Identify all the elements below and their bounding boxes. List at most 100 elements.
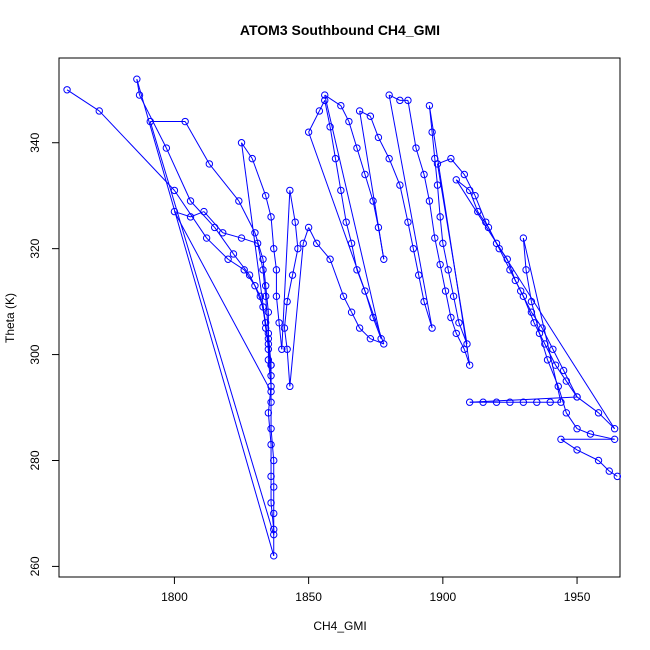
data-point — [479, 398, 487, 406]
series-segment — [251, 158, 267, 196]
data-point — [361, 287, 369, 295]
series-segment — [324, 100, 331, 127]
data-point — [146, 117, 154, 126]
data-point — [133, 75, 141, 83]
data-point — [471, 191, 479, 200]
data-point — [251, 282, 259, 290]
data-point — [610, 425, 619, 433]
series-segment — [458, 322, 468, 345]
data-point — [452, 176, 460, 184]
series-segment — [498, 248, 511, 271]
series-segment — [469, 396, 578, 403]
series-segment — [173, 211, 272, 392]
data-point — [516, 287, 525, 295]
data-point — [264, 308, 273, 316]
data-point — [573, 446, 581, 454]
data-point — [135, 91, 144, 99]
data-point — [444, 266, 452, 274]
data-point — [586, 430, 595, 438]
series-segment — [165, 147, 191, 202]
data-point — [420, 170, 428, 179]
series-segment — [525, 269, 532, 302]
data-point — [267, 472, 275, 481]
series-segment — [270, 216, 275, 249]
series-segment — [294, 222, 299, 249]
data-point — [404, 96, 412, 105]
data-point — [465, 186, 474, 195]
data-point — [557, 398, 565, 406]
series-segment — [149, 121, 275, 535]
data-point — [374, 223, 383, 232]
series-segment — [445, 290, 452, 318]
data-point — [353, 266, 361, 274]
data-point — [377, 334, 385, 343]
data-point — [366, 334, 375, 343]
data-point — [286, 186, 294, 195]
data-point — [337, 101, 345, 110]
data-point — [460, 170, 469, 179]
y-axis-label: Theta (K) — [3, 293, 17, 343]
series-segment — [412, 248, 420, 276]
series-segment — [286, 275, 294, 302]
series-segment — [428, 105, 433, 133]
data-point — [385, 154, 393, 163]
series-points-group — [63, 75, 622, 560]
series-segment — [520, 290, 532, 313]
data-point — [465, 361, 474, 369]
series-segment — [348, 121, 358, 149]
series-segment — [356, 269, 366, 292]
data-point — [326, 123, 334, 131]
data-point — [506, 398, 514, 406]
x-tick-label: 1800 — [161, 590, 188, 604]
data-point — [412, 144, 420, 152]
data-point — [436, 213, 444, 221]
data-point — [256, 292, 265, 301]
series-segment — [334, 158, 342, 191]
data-point — [288, 271, 297, 279]
series-segment — [281, 190, 291, 350]
data-point — [433, 160, 442, 168]
data-point — [465, 398, 474, 406]
y-tick-label: 300 — [28, 344, 42, 364]
data-point — [283, 297, 291, 306]
series-segment — [608, 470, 618, 477]
data-point — [484, 223, 493, 232]
data-point — [519, 234, 528, 242]
data-point — [270, 530, 278, 539]
series-segment — [563, 370, 578, 398]
data-point — [439, 239, 447, 248]
series-segment — [439, 264, 447, 292]
data-point — [267, 387, 275, 396]
data-point — [280, 324, 289, 332]
series-line-group — [66, 79, 618, 556]
series-segment — [407, 222, 414, 249]
data-point — [264, 345, 273, 353]
data-point — [355, 107, 364, 115]
data-point — [345, 117, 353, 126]
series-segment — [436, 185, 441, 217]
data-point — [374, 133, 383, 142]
data-point — [253, 239, 262, 248]
data-point — [557, 435, 565, 444]
y-tick-label: 340 — [28, 132, 42, 152]
series-segment — [343, 296, 353, 313]
data-point — [229, 250, 238, 258]
data-point — [522, 266, 530, 274]
series-segment — [453, 296, 460, 323]
data-point — [267, 440, 275, 449]
series-segment — [552, 349, 565, 371]
y-axis: 260 280 300 320 340 — [28, 132, 60, 576]
series-segment — [436, 163, 468, 345]
data-point — [543, 356, 552, 364]
series-segment — [547, 359, 559, 387]
series-segment — [267, 412, 272, 445]
data-point — [237, 234, 246, 242]
data-point — [361, 170, 369, 179]
series-segment — [286, 349, 291, 387]
data-point — [425, 101, 434, 110]
data-point — [533, 398, 541, 406]
data-point — [380, 255, 388, 263]
data-point — [605, 467, 613, 475]
series-segment — [423, 174, 430, 202]
data-point — [339, 292, 348, 301]
